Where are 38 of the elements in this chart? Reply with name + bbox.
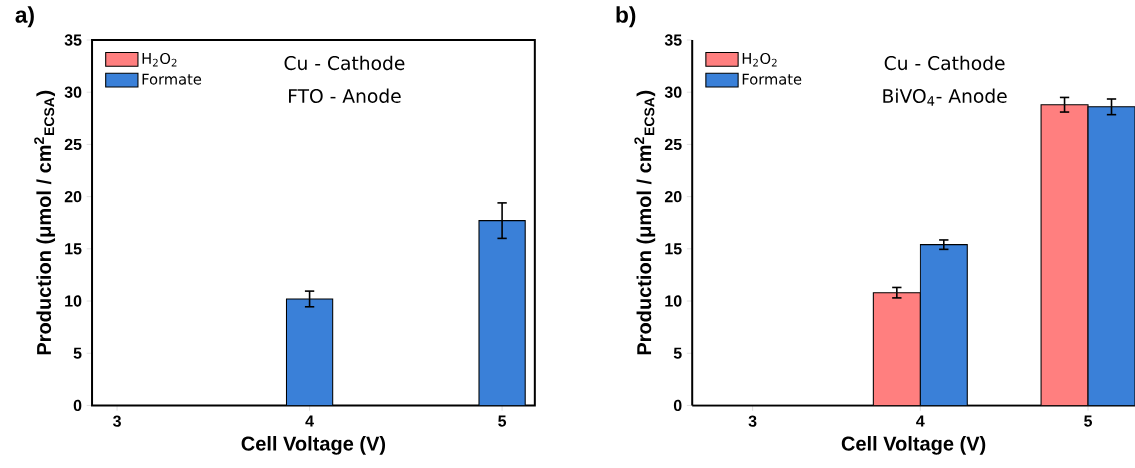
x-tick-label: 3 bbox=[748, 415, 757, 427]
legend-label: Formate bbox=[142, 73, 202, 85]
chart-title: b) bbox=[616, 6, 636, 28]
chart-title: a) bbox=[15, 6, 34, 28]
x-tick-label: 5 bbox=[1084, 415, 1093, 427]
y-axis-title: Production (μmol / cm$^{2}$$_{ECSA}$) bbox=[34, 90, 56, 355]
annotation: FTO - Anode bbox=[289, 88, 401, 103]
x-tick-label: 3 bbox=[112, 415, 121, 427]
y-tick-label: 35 bbox=[664, 34, 682, 46]
y-tick-label: 30 bbox=[64, 86, 82, 98]
y-tick-label: 5 bbox=[73, 347, 82, 359]
x-tick-label: 5 bbox=[498, 415, 507, 427]
y-tick-label: 10 bbox=[665, 295, 682, 307]
annotation: Cu - Cathode bbox=[884, 55, 1005, 71]
y-tick-label: 0 bbox=[73, 399, 82, 412]
legend-label: H$_{2}$O$_{2}$ bbox=[142, 52, 177, 67]
legend-label: H$_{2}$O$_{2}$ bbox=[742, 52, 777, 67]
y-tick-label: 15 bbox=[65, 243, 82, 255]
x-tick-label: 4 bbox=[305, 415, 314, 427]
y-tick-label: 25 bbox=[64, 138, 82, 151]
bar bbox=[872, 292, 921, 406]
x-axis-title: Cell Voltage (V) bbox=[841, 435, 986, 455]
x-axis-title: Cell Voltage (V) bbox=[241, 435, 386, 455]
y-tick-label: 15 bbox=[665, 243, 682, 255]
y-tick-label: 10 bbox=[65, 295, 82, 307]
x-tick-label: 4 bbox=[916, 415, 925, 427]
bar bbox=[1040, 104, 1089, 406]
y-tick-label: 0 bbox=[673, 399, 682, 412]
annotation: BiVO$_{4}$- Anode bbox=[883, 88, 1007, 106]
y-tick-label: 35 bbox=[64, 34, 82, 46]
y-tick-label: 30 bbox=[664, 86, 682, 98]
y-tick-label: 20 bbox=[664, 190, 682, 203]
legend-label: Formate bbox=[742, 73, 802, 85]
y-tick-label: 20 bbox=[64, 190, 82, 203]
y-tick-label: 25 bbox=[664, 138, 682, 151]
annotation: Cu - Cathode bbox=[284, 55, 405, 71]
y-axis-title: Production (μmol / cm$^{2}$$_{ECSA}$) bbox=[634, 90, 656, 355]
y-tick-label: 5 bbox=[673, 347, 682, 359]
